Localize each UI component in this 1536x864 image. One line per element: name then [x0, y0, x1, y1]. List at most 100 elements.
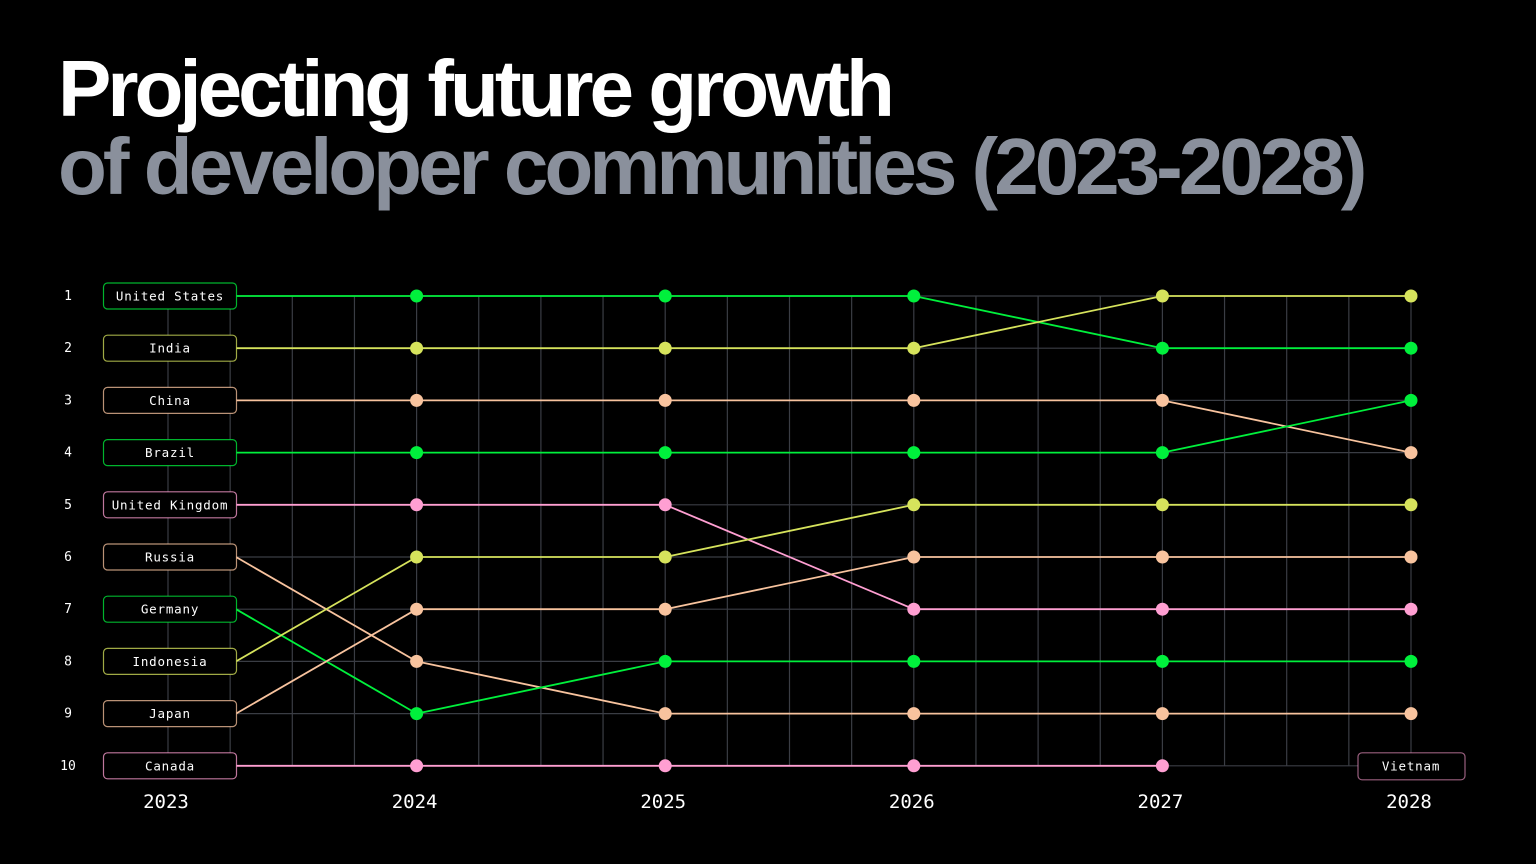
title-line-2: of developer communities (2023-2028) [58, 122, 1367, 211]
series-label-box: Brazil [102, 439, 238, 467]
data-point [658, 289, 672, 303]
data-point [1404, 602, 1418, 616]
series-line-segment [416, 660, 666, 715]
label-box [102, 752, 238, 780]
rank-label: 7 [64, 602, 72, 617]
data-point [658, 550, 672, 564]
series-line-segment [665, 556, 914, 611]
series-label: Japan [149, 706, 191, 721]
series-label-box: Indonesia [102, 647, 238, 676]
rank-label: 3 [64, 393, 72, 408]
rank-label: 9 [64, 707, 72, 722]
data-point [658, 498, 672, 512]
series-indonesia [235, 503, 1411, 663]
rank-label: 2 [64, 341, 72, 356]
data-point [410, 498, 424, 512]
series-label: United States [116, 289, 224, 304]
series-line-segment [664, 503, 915, 611]
year-label: 2025 [640, 791, 686, 813]
data-point [1404, 550, 1418, 564]
data-point [1155, 550, 1169, 564]
series-united-states [236, 295, 1411, 350]
label-box [102, 334, 238, 362]
data-point [1404, 341, 1418, 355]
data-point [410, 341, 424, 355]
rank-label: 8 [64, 654, 72, 669]
series-label-box: India [102, 334, 238, 362]
year-label: 2027 [1138, 791, 1184, 813]
rank-label: 1 [64, 289, 72, 304]
data-point [1155, 341, 1169, 355]
data-point [1155, 289, 1169, 303]
data-point [410, 707, 424, 721]
data-point [1155, 446, 1169, 460]
label-box [102, 595, 238, 623]
label-box [102, 439, 238, 467]
series-label: Canada [145, 758, 195, 773]
data-point [1404, 654, 1418, 668]
rank-label: 4 [64, 446, 72, 461]
title-line-1: Projecting future growth [58, 44, 895, 133]
series-russia [235, 556, 1411, 715]
data-point [658, 654, 672, 668]
series-brazil [236, 399, 1412, 454]
data-point [410, 759, 424, 773]
year-label: 2026 [889, 791, 935, 813]
label-box [102, 491, 238, 519]
data-point [410, 550, 424, 564]
label-box [102, 699, 238, 728]
series-label-box: United States [102, 282, 238, 310]
data-point [907, 393, 921, 407]
data-point [1155, 707, 1169, 721]
data-point [658, 393, 672, 407]
series-label: United Kingdom [112, 497, 229, 512]
rank-label: 10 [60, 759, 76, 774]
year-label: 2023 [143, 791, 189, 813]
data-point [907, 707, 921, 721]
label-box [102, 543, 238, 571]
series-label-box: Russia [102, 543, 238, 571]
data-point [658, 707, 672, 721]
series-united-kingdom [236, 503, 1411, 611]
data-point [1404, 498, 1418, 512]
data-point [1404, 707, 1418, 721]
year-label: 2028 [1386, 791, 1432, 813]
series-label: Germany [141, 602, 199, 617]
data-point [410, 446, 424, 460]
data-point [658, 446, 672, 460]
data-point [410, 654, 424, 668]
data-point [1404, 393, 1418, 407]
series-label: India [149, 341, 191, 356]
series-label-box: United Kingdom [102, 491, 238, 519]
series-line-segment [1162, 399, 1412, 454]
data-point [1155, 602, 1169, 616]
data-point [907, 550, 921, 564]
data-point [658, 759, 672, 773]
series-line-segment [913, 295, 1163, 350]
data-point [907, 289, 921, 303]
data-point [1404, 289, 1418, 303]
label-box [1357, 752, 1466, 781]
label-box [102, 282, 238, 310]
data-point [907, 654, 921, 668]
year-label: 2024 [392, 791, 438, 813]
series-label: Brazil [145, 445, 195, 460]
series-china [236, 399, 1412, 454]
series-label-box: China [102, 386, 238, 414]
data-point [1155, 654, 1169, 668]
rank-label: 5 [64, 498, 72, 513]
series-label: China [149, 393, 191, 408]
series-line-segment [665, 503, 914, 558]
data-point [1155, 393, 1169, 407]
series-germany [235, 608, 1411, 715]
data-point [410, 393, 424, 407]
label-box [102, 386, 238, 414]
data-point [658, 602, 672, 616]
data-point [1155, 498, 1169, 512]
series-label-box: Canada [102, 752, 238, 780]
data-point [410, 289, 424, 303]
data-point [907, 446, 921, 460]
label-box [102, 647, 238, 676]
data-point [907, 498, 921, 512]
